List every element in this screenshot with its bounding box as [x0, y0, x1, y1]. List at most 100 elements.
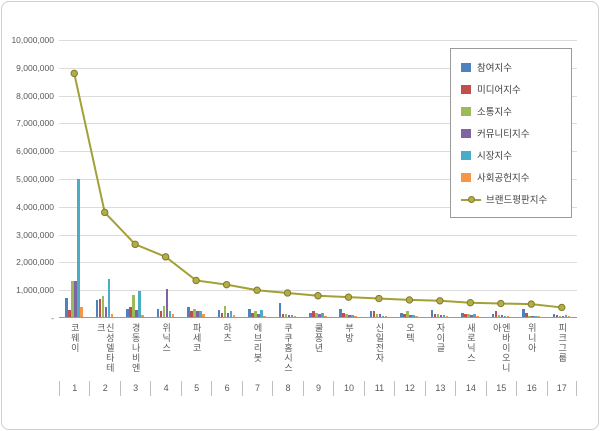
x-category-label: 경동나비엔: [130, 323, 141, 373]
bar-참여지수: [156, 308, 160, 317]
gridline: [59, 262, 577, 264]
bar-커뮤니티지수: [226, 312, 230, 317]
bar-사회공헌지수: [293, 316, 297, 317]
trend-marker: [375, 294, 383, 303]
bar-소통지수: [375, 314, 379, 317]
x-rank-label: 14: [455, 381, 485, 396]
trend-marker: [344, 293, 353, 301]
bar-참여지수: [278, 303, 282, 317]
trend-marker: [161, 253, 170, 261]
x-rank-label: 11: [363, 381, 394, 396]
bar-시장지수: [199, 311, 202, 317]
bar-커뮤니티지수: [257, 314, 260, 317]
bar-커뮤니티지수: [409, 314, 412, 317]
x-rank-label: 7: [241, 381, 272, 396]
y-axis-label: 8,000,000: [16, 90, 54, 101]
plot-area: [59, 40, 577, 318]
bar-소통지수: [467, 314, 470, 317]
legend-item: 참여지수: [461, 56, 565, 78]
bar-사회공헌지수: [506, 316, 510, 317]
gridline: [59, 290, 577, 292]
legend-item: 사회공헌지수: [461, 166, 565, 188]
x-category-label: 부방: [343, 323, 354, 343]
bar-미디어지수: [464, 314, 467, 317]
bar-커뮤니티지수: [74, 280, 77, 317]
bar-소통지수: [193, 308, 196, 317]
bar-참여지수: [95, 300, 99, 317]
bar-참여지수: [461, 312, 464, 317]
bar-미디어지수: [281, 313, 285, 317]
gridline: [59, 67, 577, 69]
gridline: [59, 40, 577, 41]
bar-커뮤니티지수: [135, 310, 138, 317]
legend-swatch: [461, 62, 471, 72]
x-category-label: 자이글: [435, 323, 446, 353]
bar-미디어지수: [555, 315, 559, 317]
bar-시장지수: [321, 312, 324, 317]
gridline: [59, 151, 577, 153]
bar-소통지수: [101, 296, 105, 317]
bar-시장지수: [412, 314, 415, 317]
legend-swatch: [461, 106, 471, 116]
x-rank-label: 15: [485, 381, 516, 396]
x-category-label: 피크그룹: [557, 323, 568, 363]
trend-marker: [131, 240, 139, 249]
bar-참여지수: [400, 312, 403, 317]
bar-참여지수: [248, 308, 251, 317]
bar-커뮤니티지수: [500, 315, 504, 317]
legend-label: 시장지수: [477, 151, 512, 162]
bar-미디어지수: [220, 312, 224, 317]
x-category-label: 신성델타테크: [95, 323, 115, 373]
bar-소통지수: [436, 314, 440, 317]
bar-시장지수: [351, 314, 354, 317]
x-category-label: 위니아: [526, 323, 537, 353]
x-rank-label: 17: [546, 381, 577, 396]
bar-참여지수: [126, 308, 129, 317]
trend-marker: [283, 289, 292, 297]
trend-line-svg: [70, 69, 566, 312]
bar-사회공헌지수: [445, 316, 449, 317]
legend-item: 시장지수: [461, 144, 565, 166]
y-axis-label: -: [51, 313, 54, 323]
bar-참여지수: [491, 314, 495, 317]
bar-시장지수: [260, 310, 263, 317]
x-category-label: 쿨풍년: [313, 323, 324, 353]
legend: 참여지수 미디어지수 소통지수 커뮤니티지수 시장지수 사회공헌지수 브랜드평판지수: [450, 48, 572, 218]
legend-item: 소통지수: [461, 100, 565, 122]
legend-item: 커뮤니티지수: [461, 122, 565, 144]
bar-시장지수: [77, 179, 80, 317]
bar-미디어지수: [525, 312, 528, 317]
bar-참여지수: [522, 309, 525, 317]
bar-미디어지수: [433, 314, 437, 317]
gridline: [59, 206, 577, 208]
gridline: [59, 123, 577, 125]
trend-marker: [558, 303, 566, 312]
y-axis-label: 3,000,000: [16, 229, 54, 240]
legend-label: 사회공헌지수: [477, 173, 530, 184]
bar-소통지수: [406, 311, 409, 317]
y-axis-label: 4,000,000: [16, 201, 54, 212]
bar-시장지수: [534, 316, 537, 317]
bar-소통지수: [558, 315, 562, 317]
bar-미디어지수: [98, 298, 102, 317]
gridline: [59, 179, 577, 180]
bar-미디어지수: [190, 311, 193, 317]
bar-참여지수: [552, 314, 556, 317]
x-rank-label: 13: [424, 381, 455, 396]
bar-커뮤니티지수: [531, 316, 534, 317]
bar-미디어지수: [251, 312, 254, 317]
bar-커뮤니티지수: [287, 314, 291, 317]
bar-시장지수: [138, 290, 141, 317]
bar-시장지수: [168, 311, 172, 317]
x-rank-label: 12: [394, 381, 424, 396]
y-axis-label: 7,000,000: [16, 118, 54, 129]
bar-소통지수: [315, 312, 318, 317]
y-axis-label: 6,000,000: [16, 146, 54, 157]
legend-swatch: [461, 172, 471, 182]
x-category-label: 신일전자: [374, 323, 385, 363]
bar-소통지수: [254, 311, 257, 317]
trend-marker: [314, 292, 322, 300]
bar-사회공헌지수: [537, 316, 540, 317]
bar-커뮤니티지수: [470, 314, 473, 317]
